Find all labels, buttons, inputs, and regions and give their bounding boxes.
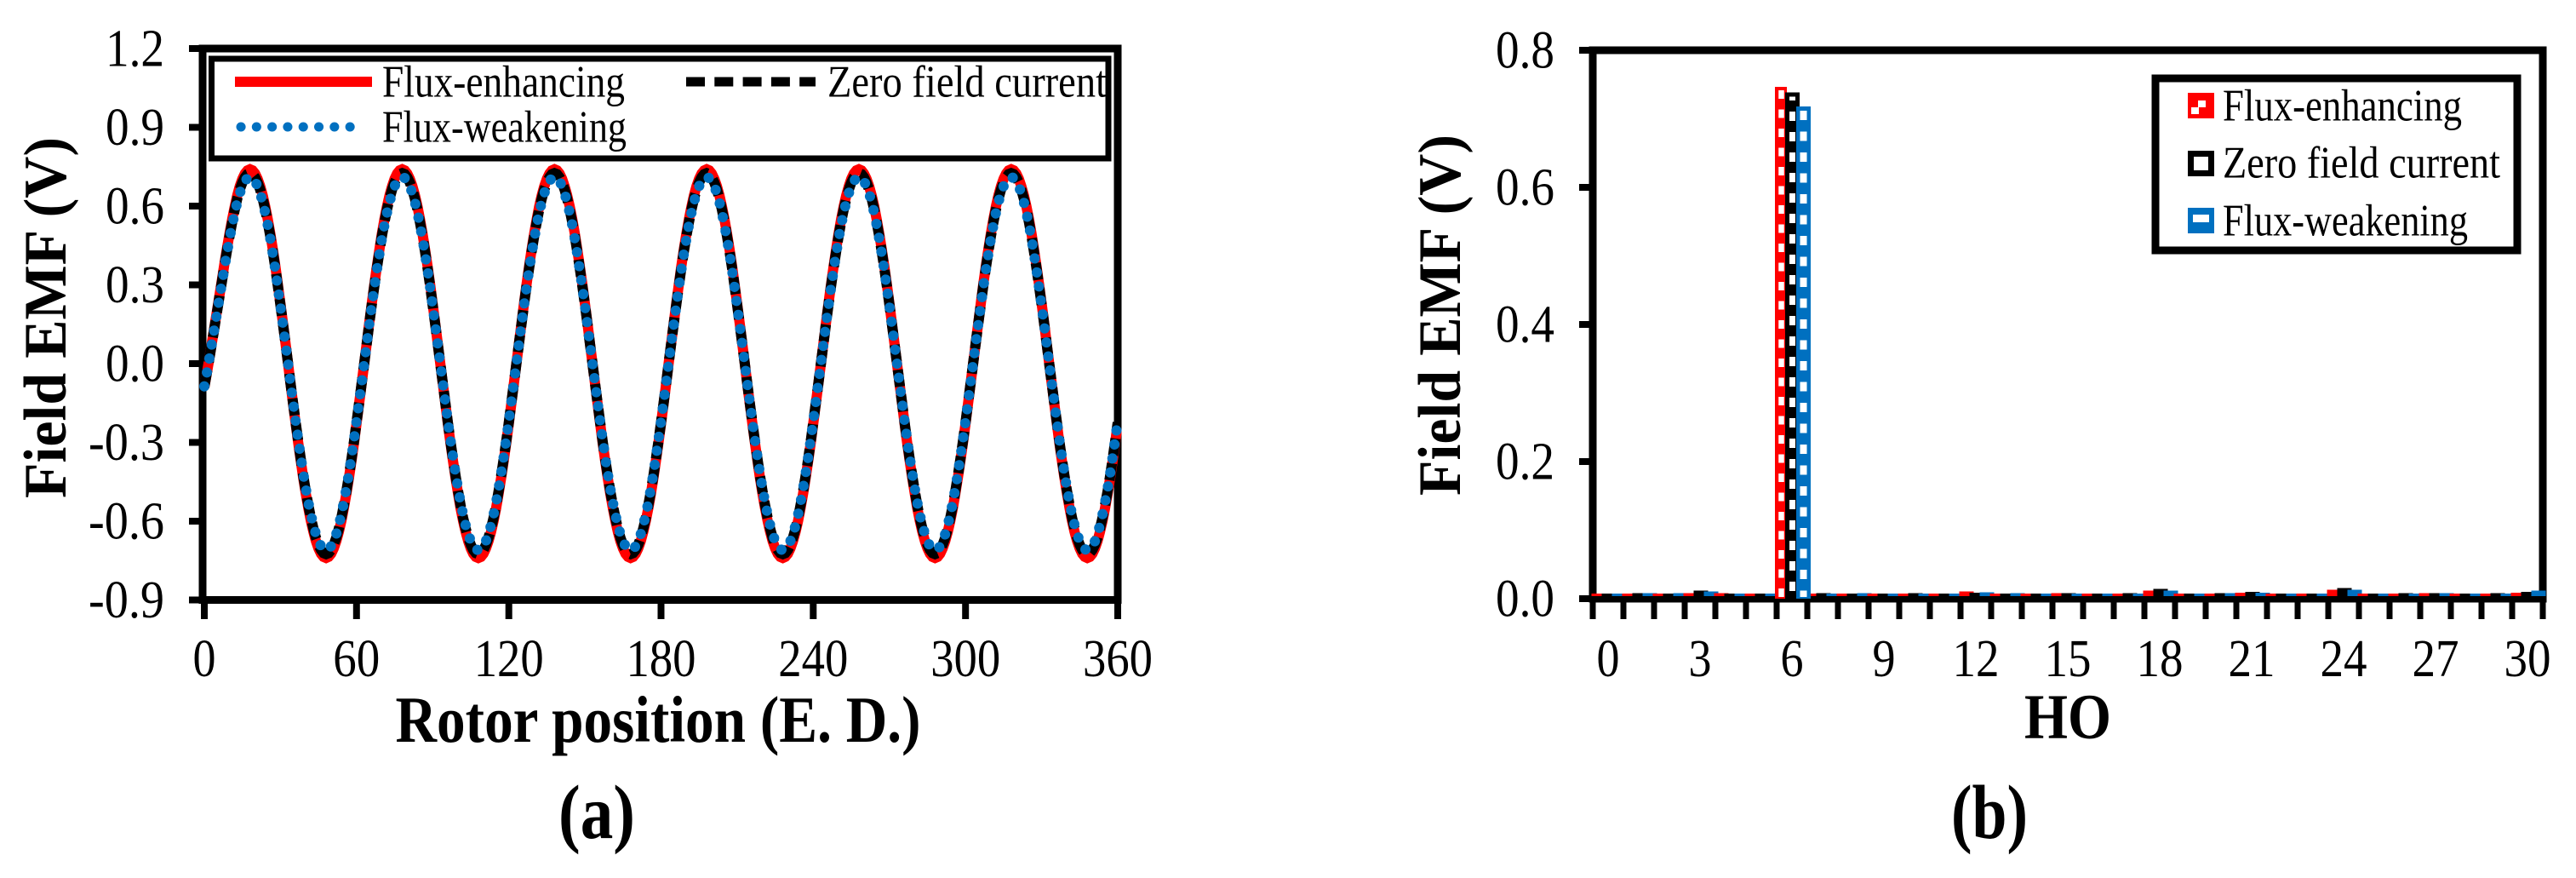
svg-text:Rotor position (E. D.): Rotor position (E. D.)	[396, 683, 921, 756]
svg-text:0.8: 0.8	[1496, 22, 1554, 80]
svg-text:27: 27	[2413, 630, 2459, 688]
svg-text:0.3: 0.3	[106, 256, 164, 314]
svg-text:18: 18	[2137, 630, 2184, 688]
svg-text:HO: HO	[2024, 682, 2111, 753]
svg-text:30: 30	[2504, 630, 2551, 688]
svg-text:(a): (a)	[558, 771, 635, 855]
svg-text:Field EMF (V): Field EMF (V)	[1407, 135, 1474, 496]
svg-text:0.6: 0.6	[1496, 159, 1554, 217]
svg-text:1.2: 1.2	[106, 20, 164, 78]
svg-text:Flux-enhancing: Flux-enhancing	[382, 58, 625, 107]
svg-text:(b): (b)	[1951, 771, 2028, 855]
svg-text:60: 60	[333, 630, 380, 688]
svg-text:6: 6	[1781, 630, 1804, 688]
svg-text:240: 240	[778, 630, 848, 688]
svg-text:0.0: 0.0	[106, 336, 164, 393]
svg-text:0.0: 0.0	[1496, 571, 1554, 628]
svg-text:3: 3	[1689, 630, 1712, 688]
svg-text:24: 24	[2321, 630, 2367, 688]
svg-text:0: 0	[1597, 630, 1620, 688]
svg-text:0.6: 0.6	[106, 178, 164, 236]
svg-text:9: 9	[1873, 630, 1896, 688]
svg-text:300: 300	[930, 630, 1000, 688]
svg-text:Zero field current: Zero field current	[2223, 139, 2500, 188]
svg-text:12: 12	[1953, 630, 2000, 688]
svg-text:15: 15	[2045, 630, 2092, 688]
svg-text:21: 21	[2229, 630, 2275, 688]
svg-text:Flux-weakening: Flux-weakening	[2223, 197, 2468, 246]
svg-text:0.4: 0.4	[1496, 296, 1554, 354]
svg-text:180: 180	[627, 630, 696, 688]
svg-text:-0.3: -0.3	[89, 414, 164, 472]
svg-text:360: 360	[1083, 630, 1153, 688]
svg-text:-0.9: -0.9	[89, 571, 164, 629]
svg-text:0.2: 0.2	[1496, 433, 1554, 491]
svg-text:Flux-enhancing: Flux-enhancing	[2223, 82, 2462, 131]
svg-text:120: 120	[474, 630, 544, 688]
svg-text:-0.6: -0.6	[89, 493, 164, 551]
svg-text:0.9: 0.9	[106, 99, 164, 157]
svg-text:Zero field current: Zero field current	[827, 58, 1107, 107]
svg-text:0: 0	[193, 630, 216, 688]
svg-text:Field EMF (V): Field EMF (V)	[13, 137, 79, 498]
svg-text:Flux-weakening: Flux-weakening	[382, 103, 627, 152]
